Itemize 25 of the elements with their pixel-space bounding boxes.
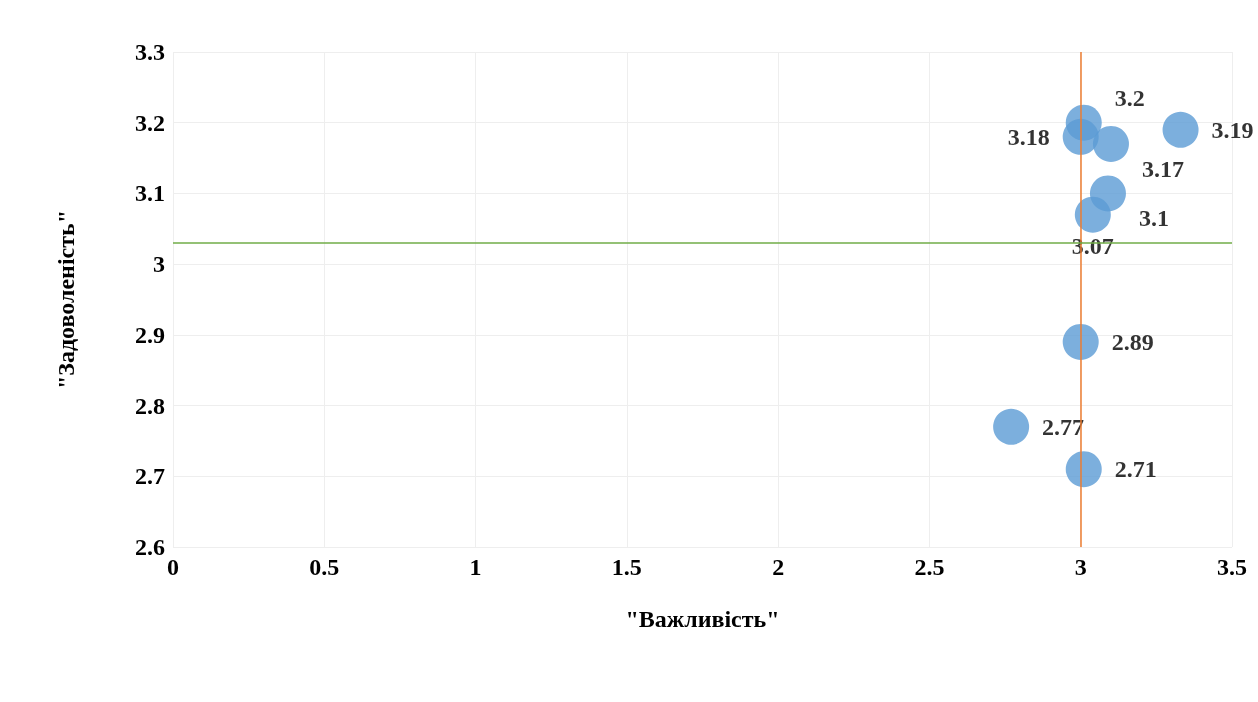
- data-label: 3.1: [1138, 205, 1169, 232]
- data-label: 3.17: [1141, 155, 1184, 182]
- y-tick-label: 2.9: [135, 321, 165, 348]
- data-label: 2.71: [1114, 456, 1157, 483]
- data-label: 3.18: [1007, 123, 1050, 150]
- y-axis-title: "Задоволеність": [53, 209, 79, 390]
- data-label: 2.89: [1111, 328, 1154, 355]
- data-label: 3.2: [1114, 84, 1145, 111]
- y-tick-label: 2.8: [135, 392, 165, 419]
- y-tick-label: 3.3: [135, 39, 165, 65]
- x-tick-label: 1: [469, 554, 482, 580]
- x-tick-label: 2.5: [914, 554, 945, 580]
- x-tick-label: 1.5: [611, 554, 642, 580]
- x-axis-title: "Важливість": [625, 606, 780, 632]
- x-tick-label: 0: [167, 554, 179, 580]
- x-tick-label: 3: [1074, 554, 1087, 580]
- x-tick-label: 2: [772, 554, 785, 580]
- data-label: 3.19: [1211, 116, 1254, 143]
- x-tick-label: 0.5: [309, 554, 340, 580]
- y-tick-label: 3.1: [135, 180, 165, 207]
- y-tick-label: 2.7: [135, 463, 165, 490]
- y-tick-label: 2.6: [135, 534, 165, 560]
- y-tick-label: 3: [153, 251, 165, 278]
- x-tick-label: 3.5: [1217, 554, 1247, 580]
- y-tick-label: 3.2: [135, 109, 165, 136]
